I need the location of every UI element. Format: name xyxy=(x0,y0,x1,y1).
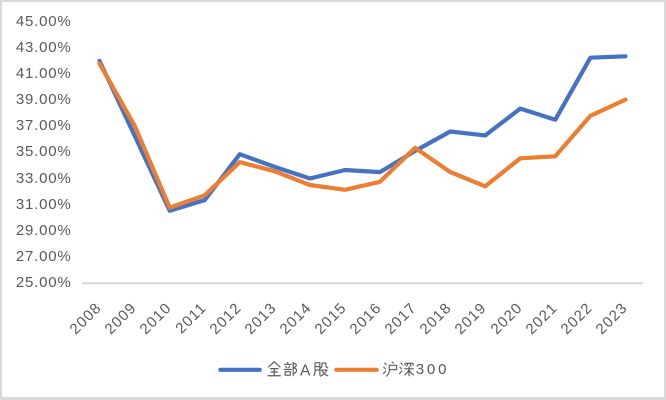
svg-text:300: 300 xyxy=(416,361,447,378)
svg-text:A: A xyxy=(300,363,311,380)
